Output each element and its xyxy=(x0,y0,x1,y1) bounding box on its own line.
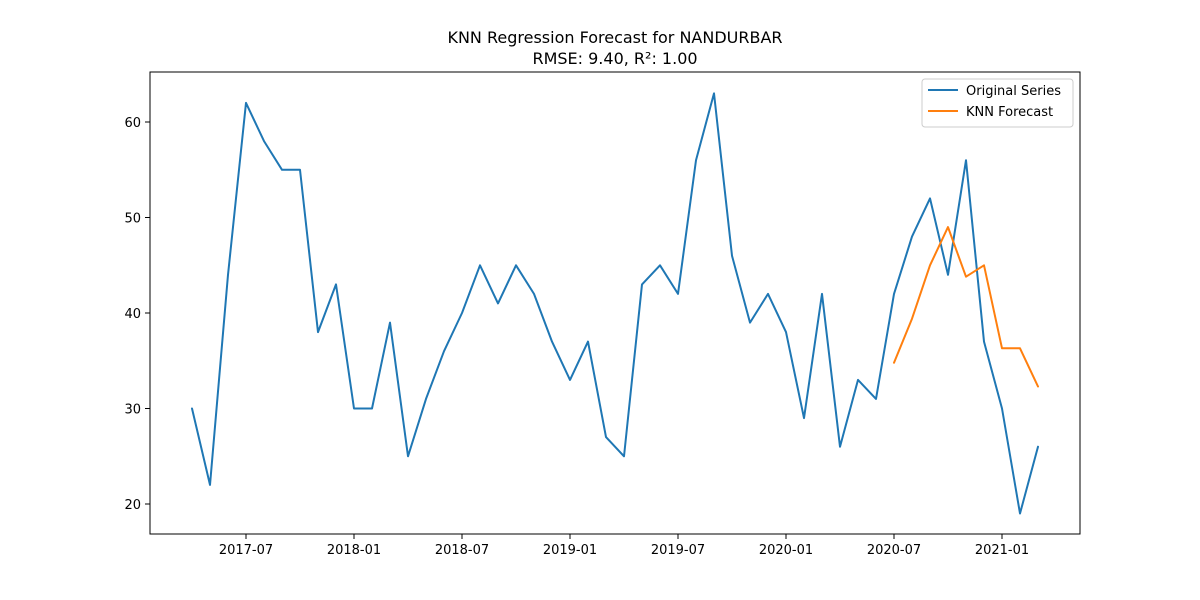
legend: Original Series KNN Forecast xyxy=(921,78,1074,128)
plot-frame xyxy=(149,71,1081,535)
x-tick-label: 2021-01 xyxy=(975,543,1029,558)
series-line-forecast xyxy=(893,226,1039,388)
y-tick-label: 30 xyxy=(124,403,141,418)
series-layer xyxy=(191,92,1039,515)
chart-title: KNN Regression Forecast for NANDURBAR xyxy=(447,28,782,47)
y-tick-label: 20 xyxy=(124,498,141,513)
x-tick-label: 2020-01 xyxy=(759,543,813,558)
series-line-original xyxy=(191,92,1039,515)
x-tick-label: 2020-07 xyxy=(867,543,921,558)
legend-label-original: Original Series xyxy=(966,84,1061,99)
y-tick-label: 50 xyxy=(124,212,141,227)
legend-label-forecast: KNN Forecast xyxy=(966,105,1053,120)
x-axis: 2017-07 2018-01 2018-07 2019-01 2019-07 2020-… xyxy=(219,534,1029,558)
chart-subtitle: RMSE: 9.40, R²: 1.00 xyxy=(532,49,697,68)
x-tick-label: 2019-01 xyxy=(543,543,597,558)
x-tick-label: 2018-07 xyxy=(435,543,489,558)
legend-box xyxy=(921,78,1074,128)
y-tick-label: 60 xyxy=(124,116,141,131)
x-tick-label: 2017-07 xyxy=(219,543,273,558)
y-tick-label: 40 xyxy=(124,307,141,322)
y-axis: 20 30 40 50 60 xyxy=(124,116,150,513)
x-tick-label: 2018-01 xyxy=(327,543,381,558)
x-tick-label: 2019-07 xyxy=(651,543,705,558)
